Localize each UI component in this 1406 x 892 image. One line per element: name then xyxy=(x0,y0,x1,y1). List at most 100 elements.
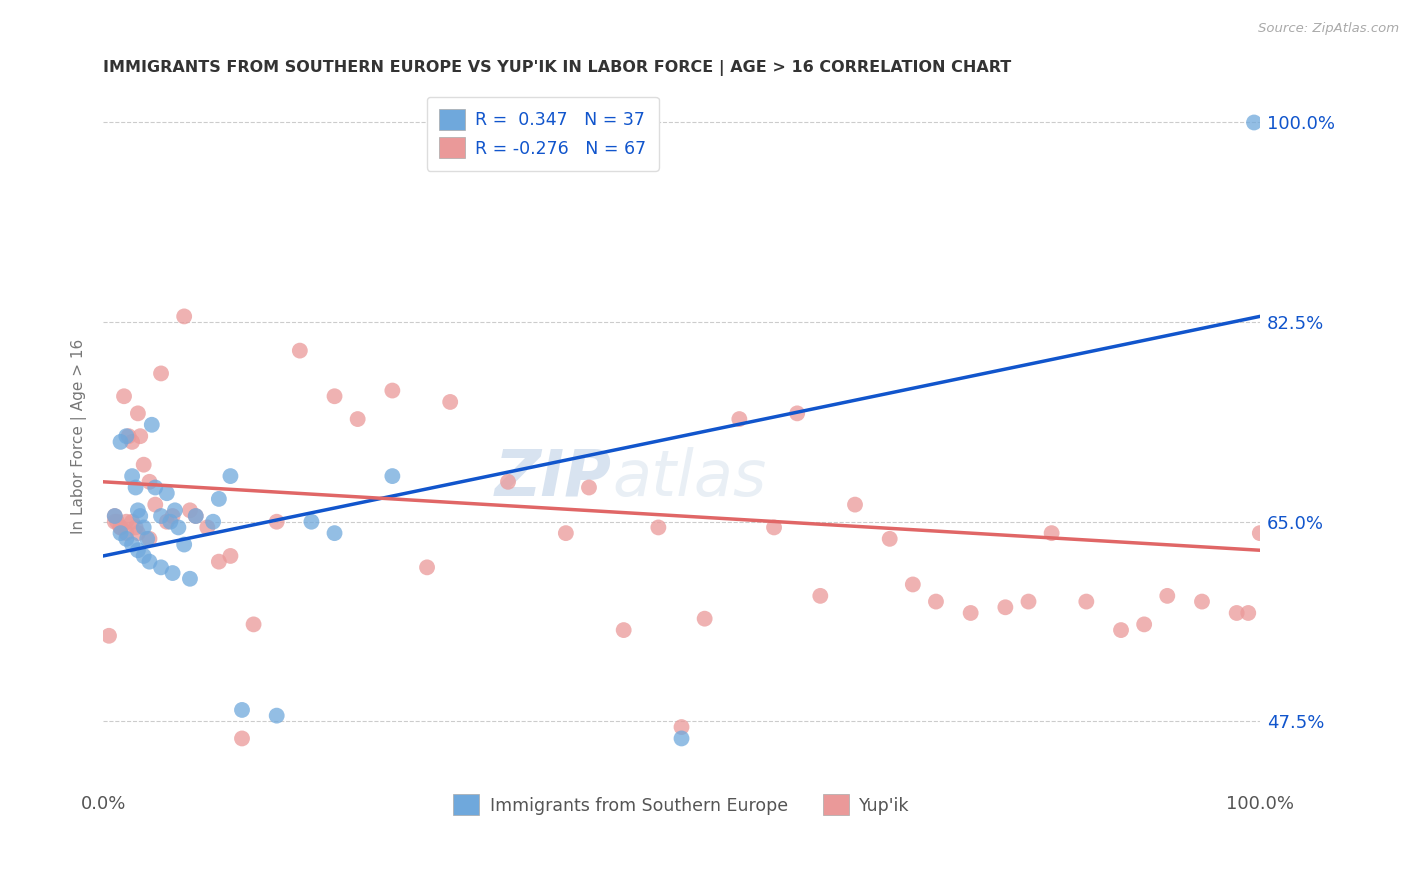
Point xyxy=(162,508,184,523)
Point xyxy=(105,515,128,529)
Point xyxy=(127,406,149,420)
Point xyxy=(381,469,404,483)
Point xyxy=(242,617,264,632)
Point xyxy=(179,572,201,586)
Point xyxy=(184,508,207,523)
Point xyxy=(1076,594,1098,608)
Text: IMMIGRANTS FROM SOUTHERN EUROPE VS YUP'IK IN LABOR FORCE | AGE > 16 CORRELATION : IMMIGRANTS FROM SOUTHERN EUROPE VS YUP'I… xyxy=(103,60,1011,76)
Point xyxy=(1271,600,1294,615)
Text: Source: ZipAtlas.com: Source: ZipAtlas.com xyxy=(1258,22,1399,36)
Text: ZIP: ZIP xyxy=(495,447,612,509)
Point xyxy=(150,367,173,381)
Point xyxy=(121,515,143,529)
Point xyxy=(994,600,1017,615)
Point xyxy=(132,520,155,534)
Point xyxy=(202,515,225,529)
Point xyxy=(110,520,132,534)
Point xyxy=(693,612,716,626)
Point xyxy=(416,560,439,574)
Point xyxy=(439,395,461,409)
Point xyxy=(173,310,195,324)
Point xyxy=(110,434,132,449)
Point xyxy=(136,532,159,546)
Point xyxy=(163,503,186,517)
Point xyxy=(1260,612,1282,626)
Point xyxy=(98,629,121,643)
Point xyxy=(127,526,149,541)
Point xyxy=(1109,623,1132,637)
Point xyxy=(127,503,149,517)
Point xyxy=(613,623,636,637)
Point xyxy=(671,720,693,734)
Point xyxy=(110,520,132,534)
Point xyxy=(1237,606,1260,620)
Point xyxy=(129,508,152,523)
Point xyxy=(578,481,600,495)
Point xyxy=(110,526,132,541)
Point xyxy=(104,515,127,529)
Point xyxy=(121,469,143,483)
Point xyxy=(115,429,138,443)
Point xyxy=(288,343,311,358)
Point xyxy=(299,515,322,529)
Point xyxy=(138,475,160,489)
Point xyxy=(879,532,901,546)
Point xyxy=(159,515,181,529)
Point xyxy=(1133,617,1156,632)
Point xyxy=(219,549,242,563)
Point xyxy=(346,412,368,426)
Point xyxy=(129,429,152,443)
Point xyxy=(115,526,138,541)
Point xyxy=(323,389,346,403)
Point xyxy=(1226,606,1249,620)
Point xyxy=(132,458,155,472)
Point xyxy=(115,515,138,529)
Y-axis label: In Labor Force | Age > 16: In Labor Force | Age > 16 xyxy=(72,339,87,533)
Point xyxy=(184,508,207,523)
Point xyxy=(323,526,346,541)
Point xyxy=(112,389,135,403)
Point xyxy=(195,520,218,534)
Point xyxy=(127,543,149,558)
Point xyxy=(671,731,693,746)
Point xyxy=(1018,594,1040,608)
Point xyxy=(266,708,288,723)
Point xyxy=(150,508,173,523)
Point xyxy=(104,508,127,523)
Point xyxy=(162,566,184,580)
Point xyxy=(173,537,195,551)
Point xyxy=(1249,526,1271,541)
Point xyxy=(231,703,253,717)
Point xyxy=(121,434,143,449)
Point xyxy=(115,532,138,546)
Point xyxy=(728,412,751,426)
Point xyxy=(132,549,155,563)
Point xyxy=(150,560,173,574)
Point xyxy=(1156,589,1178,603)
Point xyxy=(104,508,127,523)
Point xyxy=(1191,594,1213,608)
Point xyxy=(208,491,231,506)
Point xyxy=(763,520,786,534)
Point xyxy=(118,429,141,443)
Point xyxy=(1243,115,1265,129)
Point xyxy=(925,594,948,608)
Point xyxy=(179,503,201,517)
Point xyxy=(786,406,808,420)
Point xyxy=(496,475,519,489)
Point xyxy=(1040,526,1063,541)
Point xyxy=(121,537,143,551)
Point xyxy=(844,498,866,512)
Point xyxy=(138,555,160,569)
Text: atlas: atlas xyxy=(612,447,766,509)
Point xyxy=(647,520,669,534)
Legend: Immigrants from Southern Europe, Yup'ik: Immigrants from Southern Europe, Yup'ik xyxy=(444,786,918,824)
Point xyxy=(141,417,163,432)
Point xyxy=(124,520,146,534)
Point xyxy=(156,515,179,529)
Point xyxy=(143,498,166,512)
Point xyxy=(124,481,146,495)
Point xyxy=(219,469,242,483)
Point xyxy=(156,486,179,500)
Point xyxy=(167,520,190,534)
